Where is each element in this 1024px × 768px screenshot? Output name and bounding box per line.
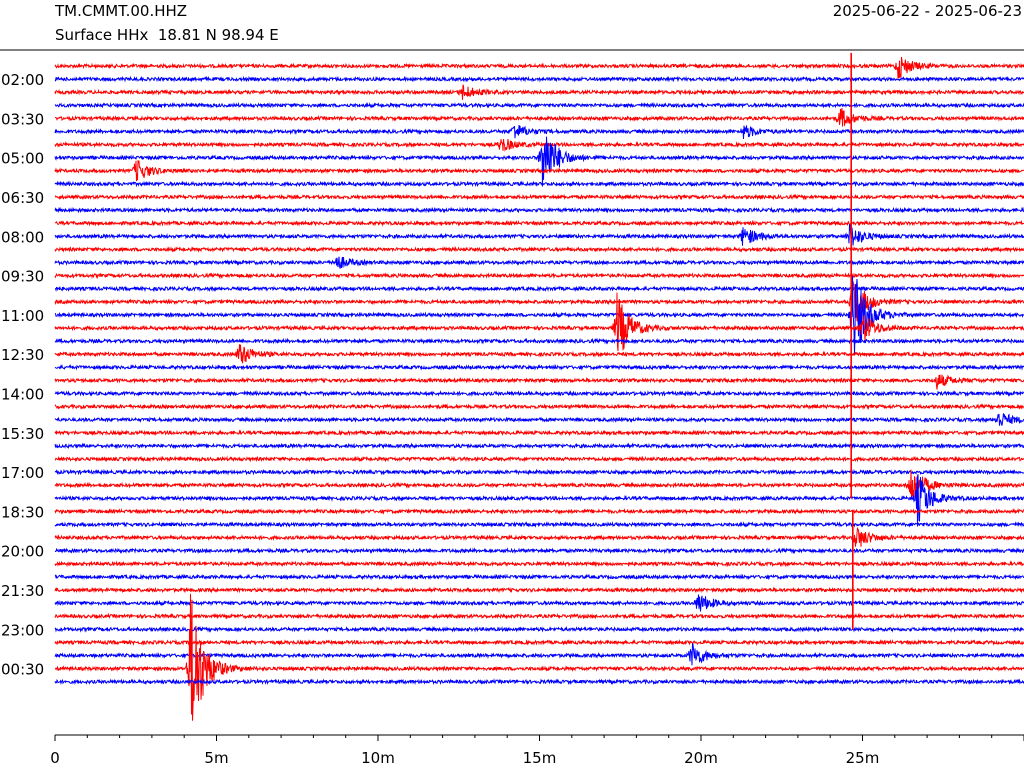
trace-row-14 xyxy=(54,245,1024,253)
y-tick-label: 21:30 xyxy=(1,582,44,600)
y-tick-label: 17:00 xyxy=(1,464,44,482)
trace-row-26 xyxy=(54,403,1024,411)
y-tick-label: 15:30 xyxy=(1,425,44,443)
trace-layer xyxy=(54,52,1024,721)
y-tick-label: 03:30 xyxy=(1,110,44,128)
trace-row-28 xyxy=(54,429,1024,437)
trace-row-20 xyxy=(54,292,1024,352)
y-tick-label: 09:30 xyxy=(1,268,44,286)
trace-row-12 xyxy=(54,219,1024,227)
trace-row-32 xyxy=(54,469,1024,500)
y-tick-label: 20:00 xyxy=(1,543,44,561)
trace-row-16 xyxy=(54,272,1024,280)
y-tick-label: 18:30 xyxy=(1,503,44,521)
trace-row-39 xyxy=(54,573,1024,581)
trace-row-13 xyxy=(54,224,1024,246)
trace-row-7 xyxy=(54,136,1024,187)
x-tick-label: 5m xyxy=(204,749,228,767)
y-tick-label: 14:00 xyxy=(1,386,44,404)
trace-row-21 xyxy=(54,337,1024,345)
y-tick-label: 06:30 xyxy=(1,189,44,207)
trace-row-4 xyxy=(54,108,1024,127)
trace-row-6 xyxy=(54,138,1024,152)
y-tick-label: 05:00 xyxy=(1,150,44,168)
trace-row-47 xyxy=(54,678,1024,686)
y-tick-label: 11:00 xyxy=(1,307,44,325)
trace-row-23 xyxy=(54,363,1024,371)
trace-row-5 xyxy=(54,124,1024,140)
trace-row-15 xyxy=(54,256,1024,269)
trace-row-38 xyxy=(54,560,1024,568)
trace-row-44 xyxy=(54,638,1024,646)
trace-row-24 xyxy=(54,374,1024,390)
trace-row-41 xyxy=(54,594,1024,612)
trace-row-42 xyxy=(54,612,1024,620)
trace-row-34 xyxy=(54,507,1024,515)
trace-row-45 xyxy=(54,643,1024,666)
trace-row-3 xyxy=(54,101,1024,109)
y-tick-label: 23:00 xyxy=(1,621,44,639)
trace-row-31 xyxy=(54,468,1024,476)
trace-row-11 xyxy=(54,206,1024,214)
y-tick-label: 00:30 xyxy=(1,661,44,679)
trace-row-36 xyxy=(54,526,1024,547)
x-tick-label: 20m xyxy=(684,749,718,767)
x-tick-label: 25m xyxy=(846,749,880,767)
station-subtitle: Surface HHx 18.81 N 98.94 E xyxy=(55,26,279,44)
trace-row-25 xyxy=(54,389,1024,397)
y-tick-label: 08:00 xyxy=(1,228,44,246)
y-tick-label: 12:30 xyxy=(1,346,44,364)
trace-row-22 xyxy=(54,344,1024,364)
trace-row-27 xyxy=(54,413,1024,426)
trace-row-2 xyxy=(54,84,1024,100)
x-tick-label: 15m xyxy=(523,749,557,767)
trace-row-35 xyxy=(54,521,1024,528)
station-title: TM.CMMT.00.HHZ xyxy=(55,2,188,20)
y-tick-label: 02:00 xyxy=(1,71,44,89)
trace-row-40 xyxy=(54,586,1024,594)
trace-row-0 xyxy=(54,56,1024,79)
y-axis: 02:00 03:30 05:00 06:30 08:00 09:30 11:00 12:30… xyxy=(1,71,44,679)
trace-row-9 xyxy=(54,180,1024,188)
trace-row-29 xyxy=(54,442,1024,450)
trace-row-46 xyxy=(54,593,1024,721)
trace-row-33 xyxy=(54,474,1024,527)
x-tick-label: 10m xyxy=(361,749,395,767)
trace-row-30 xyxy=(54,455,1024,463)
x-tick-label: 0 xyxy=(50,749,60,767)
trace-row-1 xyxy=(54,75,1024,83)
x-axis: 0 5m 10m 15m 20m 25m xyxy=(50,735,1024,767)
trace-row-8 xyxy=(54,160,1024,182)
trace-row-37 xyxy=(54,547,1024,555)
trace-row-19 xyxy=(54,275,1024,355)
trace-row-10 xyxy=(54,193,1024,201)
trace-row-17 xyxy=(54,285,1024,293)
date-range: 2025-06-22 - 2025-06-23 xyxy=(832,2,1022,20)
trace-row-43 xyxy=(54,625,1024,633)
